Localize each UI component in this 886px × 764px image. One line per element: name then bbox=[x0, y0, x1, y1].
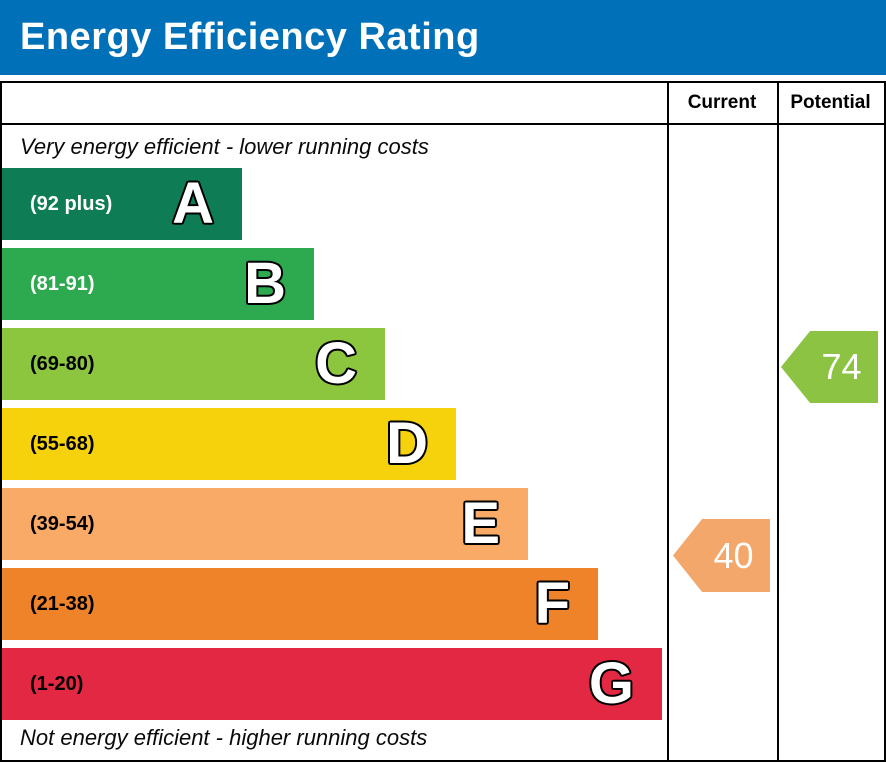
column-divider-left bbox=[667, 83, 669, 760]
band-range-label: (69-80) bbox=[30, 352, 95, 375]
potential-rating-arrow: 74 bbox=[781, 331, 878, 403]
band-row-B: (81-91) B bbox=[2, 248, 314, 320]
current-rating-value: 40 bbox=[713, 534, 754, 576]
band-letter: D bbox=[385, 410, 429, 478]
band-letter: E bbox=[460, 490, 501, 558]
header-row-divider bbox=[2, 123, 884, 125]
band-row-D: (55-68) D bbox=[2, 408, 456, 480]
band-row-E: (39-54) E bbox=[2, 488, 528, 560]
band-row-C: (69-80) C bbox=[2, 328, 385, 400]
band-range-label: (1-20) bbox=[30, 672, 84, 695]
current-column-header: Current bbox=[687, 92, 757, 113]
band-row-A: (92 plus) A bbox=[2, 168, 242, 240]
band-range-label: (92 plus) bbox=[30, 192, 113, 215]
band-range-label: (21-38) bbox=[30, 592, 95, 615]
band-row-F: (21-38) F bbox=[2, 568, 598, 640]
caption-very-efficient: Very energy efficient - lower running co… bbox=[20, 134, 429, 159]
potential-column-header: Potential bbox=[790, 92, 871, 113]
band-range-label: (55-68) bbox=[30, 432, 95, 455]
band-letter: C bbox=[314, 330, 358, 398]
rating-table: Current Potential Very energy efficient … bbox=[0, 81, 886, 762]
band-letter: B bbox=[243, 250, 287, 318]
band-row-G: (1-20) G bbox=[2, 648, 662, 720]
page-title: Energy Efficiency Rating bbox=[20, 16, 480, 58]
band-range-label: (39-54) bbox=[30, 512, 95, 535]
band-letter: G bbox=[588, 650, 636, 718]
band-letter: F bbox=[533, 570, 571, 638]
band-range-label: (81-91) bbox=[30, 272, 95, 295]
potential-rating-value: 74 bbox=[821, 346, 862, 387]
caption-not-efficient: Not energy efficient - higher running co… bbox=[20, 725, 428, 750]
column-divider-right bbox=[777, 83, 779, 760]
band-letter: A bbox=[171, 170, 215, 238]
current-rating-arrow: 40 bbox=[673, 519, 770, 592]
page-title-bar: Energy Efficiency Rating bbox=[0, 0, 886, 75]
